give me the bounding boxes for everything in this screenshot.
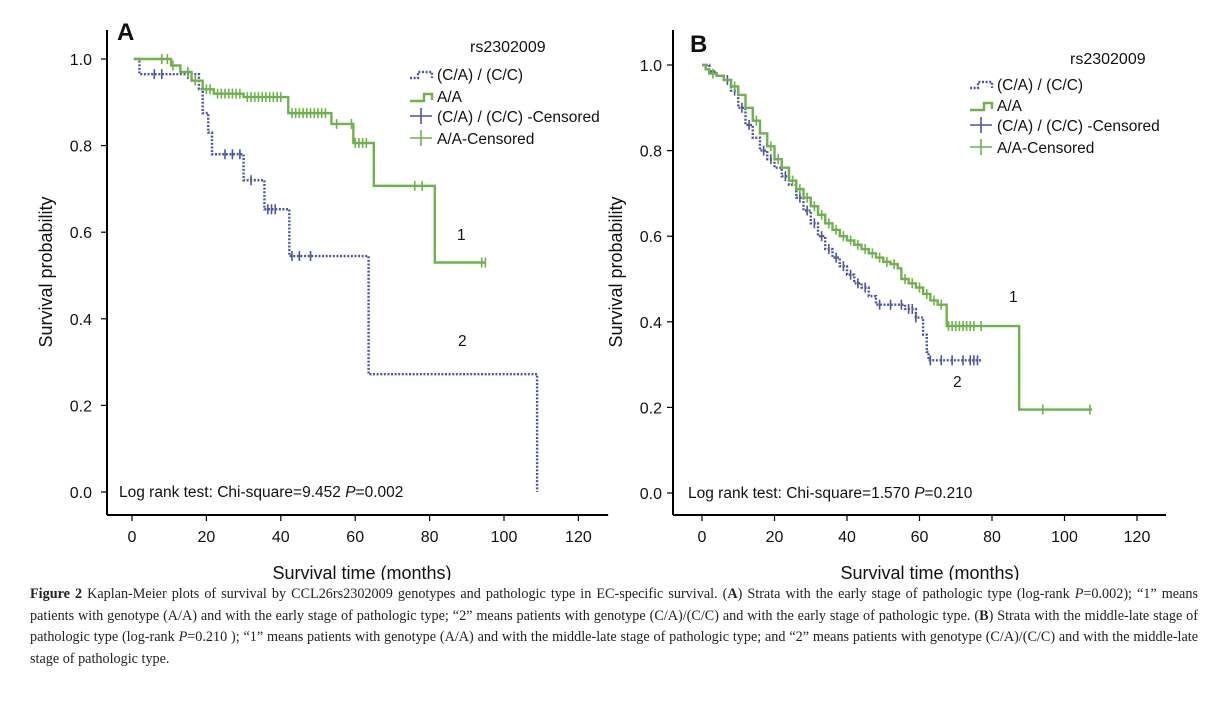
caption-text: =0.002); “1” means patients with genotyp… [30,586,1198,624]
caption-text: =0.210 ); “1” means patients with genoty… [30,629,1198,667]
y-tick-label: 0.2 [640,400,662,417]
y-tick-label: 0.6 [70,225,92,242]
curve-aa [702,63,1093,411]
caption-text: ) Strata with the middle-late stage of p… [30,607,1198,646]
legend-entry: A/A-Censored [437,131,534,148]
log-rank-annotation: Log rank test: Chi-square=1.570 P=0.210 [688,485,973,502]
curve-ca-cc [133,57,539,492]
kaplan-meier-figure: A0 20 40 60 80 100 1200.00.20.40.60.81.0Surviv… [36,19,1166,580]
legend-title: rs2302009 [1070,51,1146,68]
caption-panel-b: B [979,607,989,624]
y-tick-label: 0.2 [70,398,92,415]
caption-panel-a: A [727,586,738,602]
x-tick-label: 0 [698,529,707,546]
legend-swatch-aa [410,92,434,103]
y-tick-label: 0.8 [70,139,92,156]
y-axis-title: Survival probability [36,196,56,347]
x-tick-label: 20 [198,529,216,546]
legend-entry: (C/A) / (C/C) [997,77,1083,94]
y-tick-label: 0.0 [70,485,92,502]
x-tick-label: 80 [983,529,1001,546]
legend-entry: (C/A) / (C/C) -Censored [997,118,1160,135]
panel-a: A 0 20 40 60 80 100 120 0.0 0.2 0.4 0.6 0.8 1.0 Surviv… [36,19,609,580]
caption-p: P [178,629,188,645]
y-tick-label: 0.8 [640,144,662,161]
legend-swatch-ca-cc [970,80,994,90]
log-rank-annotation: Log rank test: Chi-square=9.452 P=0.002 [119,484,403,501]
x-tick-label: 100 [491,529,518,546]
legend-entry: (C/A) / (C/C) -Censored [437,109,600,126]
legend-entry: A/A-Censored [997,140,1094,157]
legend-entry: A/A [437,89,463,106]
legend-entry: (C/A) / (C/C) [437,67,523,84]
legend-title: rs2302009 [470,39,546,56]
curve-label-1: 1 [457,227,466,244]
x-tick-label: 120 [565,529,592,546]
y-tick-label: 0.0 [640,486,662,503]
y-tick-label: 0.4 [640,315,662,332]
curve-aa [133,57,486,264]
legend-swatch-aa [970,101,994,112]
x-tick-label: 60 [346,529,364,546]
figure-caption: Figure 2 Kaplan-Meier plots of survival … [30,584,1198,670]
x-tick-label: 80 [421,529,439,546]
panel-b: B 0 20 40 60 80 100 120 0.0 0.2 0.4 0.6 0.8 1.0 Surviv… [606,30,1166,580]
x-axis-title: Survival time (months) [840,563,1019,580]
y-tick-label: 0.6 [640,229,662,246]
x-tick-label: 120 [1124,529,1151,546]
panel-label: B [690,31,707,58]
curve-ca-cc [702,63,982,362]
x-tick-label: 40 [838,529,856,546]
x-tick-label: 0 [128,529,137,546]
panel-label: A [117,19,134,46]
y-tick-label: 1.0 [640,58,662,75]
x-tick-label: 60 [911,529,929,546]
y-tick-label: 1.0 [70,52,92,69]
legend-entry: A/A [997,98,1023,115]
y-axis-title: Survival probability [606,196,626,347]
curve-label-1: 1 [1009,289,1018,306]
legend-swatch-ca-cc [410,70,434,80]
x-tick-label: 40 [272,529,290,546]
x-tick-label: 20 [766,529,784,546]
curve-label-2: 2 [953,374,962,391]
caption-text: Kaplan-Meier plots of survival by CCL26r… [82,586,728,602]
x-axis-title: Survival time (months) [272,563,451,580]
x-tick-label: 100 [1051,529,1078,546]
caption-text: ) Strata with the early stage of patholo… [737,586,1075,602]
y-tick-label: 0.4 [70,312,92,329]
caption-p: P [1074,586,1084,602]
curve-label-2: 2 [458,333,467,350]
caption-figure-label: Figure 2 [30,586,83,602]
